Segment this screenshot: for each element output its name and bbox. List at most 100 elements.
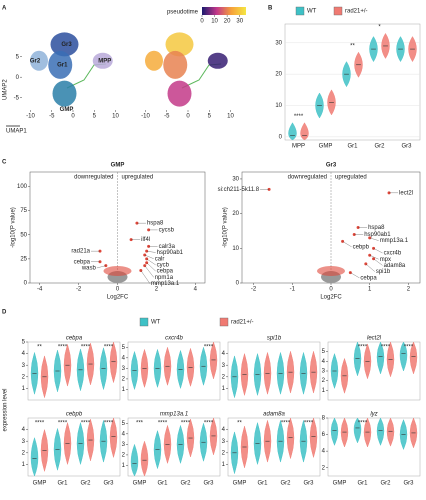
cluster-label: Gr1	[57, 62, 68, 68]
legend-swatch	[333, 6, 343, 16]
panel-frame	[227, 417, 321, 477]
gene-label: cycsb	[159, 227, 175, 233]
x-tick-label: Gr1	[157, 481, 168, 487]
gene-label: mmp13a.1	[380, 238, 409, 244]
y-tick-label: 3	[222, 439, 226, 445]
violin	[386, 417, 395, 447]
y-tick-label: 20	[275, 72, 282, 78]
x-tick-label: 10	[112, 114, 119, 120]
significance: ****	[181, 421, 191, 427]
gene-label: hsp90ab1	[364, 232, 391, 238]
significance: ****	[404, 345, 414, 351]
violin	[286, 417, 295, 460]
violin	[309, 417, 318, 459]
colorbar-tick-label: 0	[200, 19, 204, 25]
leader	[373, 248, 383, 254]
y-tick-label: 2	[22, 450, 26, 456]
y-tick-label: 2	[122, 452, 126, 458]
legend-label: WT	[307, 9, 317, 15]
x-tick-label: 5	[93, 114, 97, 120]
significance: ****	[381, 345, 391, 351]
leader	[369, 237, 379, 241]
gene-label: cycb	[157, 262, 170, 268]
x-axis-label: UMAP1	[6, 129, 27, 135]
y-tick-label: 50	[20, 232, 27, 238]
gene-label: spi1b	[376, 269, 391, 275]
leader	[365, 263, 375, 272]
gene-title: cebpb	[66, 412, 83, 418]
x-axis-label: Log2FC	[107, 295, 129, 301]
panel-frame	[127, 341, 221, 401]
y-tick-label: 10	[232, 246, 239, 252]
leader	[369, 255, 379, 260]
x-tick-label: GMP	[133, 481, 147, 487]
cluster	[167, 80, 192, 107]
cluster	[52, 80, 77, 107]
y-tick-label: 0	[16, 75, 20, 81]
significance: ****	[358, 345, 368, 351]
x-tick-label: GMP	[233, 481, 247, 487]
gene-label: cebpa	[360, 275, 377, 281]
leader	[146, 262, 156, 272]
x-tick-label: GMP	[33, 481, 47, 487]
y-axis-label: -log10(P value)	[11, 207, 17, 248]
significance: *	[378, 25, 381, 31]
cluster	[145, 50, 163, 71]
gene-title: cebpa	[66, 336, 83, 342]
colorbar-tick-label: 20	[224, 19, 231, 25]
gene-label: hspa8	[147, 221, 164, 227]
y-tick-label: 2	[222, 374, 226, 380]
x-tick-label: -4	[37, 287, 43, 293]
y-tick-label: 4	[322, 359, 326, 365]
leader	[342, 241, 352, 247]
y-tick-label: 3	[22, 439, 26, 445]
gene-label: mmp13a.1	[151, 281, 180, 287]
panel-letter: B	[268, 6, 273, 12]
point-cloud	[317, 266, 345, 276]
gene-label: npm1a	[155, 275, 174, 281]
y-tick-label: 1	[122, 463, 126, 469]
x-tick-label: Gr3	[403, 481, 414, 487]
y-tick-label: 2	[122, 376, 126, 382]
panel-letter: A	[2, 6, 7, 12]
gene-label: cebpb	[353, 244, 370, 250]
leader	[350, 272, 360, 278]
gene-title: lect2l	[367, 336, 382, 342]
panel-frame	[127, 417, 221, 477]
y-axis-label: -log10(P value)	[223, 207, 229, 248]
y-tick-label: 0	[279, 134, 283, 140]
y-tick-label: 3	[322, 369, 326, 375]
cluster	[165, 32, 194, 57]
violin	[353, 341, 362, 377]
gene-title: mmp13a.1	[160, 412, 188, 418]
colorbar-title: pseudotime	[167, 10, 199, 16]
y-tick-label: 1	[122, 387, 126, 393]
up-label: upregulated	[335, 175, 367, 181]
down-label: downregulated	[288, 175, 327, 181]
gene-label: calr3a	[159, 244, 176, 250]
up-label: upregulated	[122, 175, 154, 181]
cluster	[92, 52, 113, 69]
y-tick-label: 5	[322, 349, 326, 355]
gene-title: lyz	[370, 412, 377, 418]
panel-frame	[227, 341, 321, 401]
y-tick-label: 2	[322, 378, 326, 384]
y-tick-label: 75	[20, 208, 27, 214]
y-tick-label: 0	[236, 281, 240, 287]
significance: ****	[35, 421, 45, 427]
y-tick-label: 5	[16, 54, 20, 60]
y-tick-label: 100	[17, 184, 28, 190]
x-tick-label: Gr2	[180, 481, 191, 487]
plot-title: Gr3	[326, 163, 337, 169]
x-tick-label: 4	[194, 287, 198, 293]
x-tick-label: Gr1	[257, 481, 268, 487]
leader	[144, 254, 154, 259]
y-axis-label: expression level	[3, 388, 9, 431]
y-tick-label: 0	[24, 281, 28, 287]
y-tick-label: 4	[22, 351, 26, 357]
significance: ****	[104, 421, 114, 427]
y-tick-label: 4	[222, 351, 226, 357]
violin	[288, 122, 297, 141]
violin	[330, 417, 339, 446]
cluster-label: GMP	[60, 107, 74, 113]
